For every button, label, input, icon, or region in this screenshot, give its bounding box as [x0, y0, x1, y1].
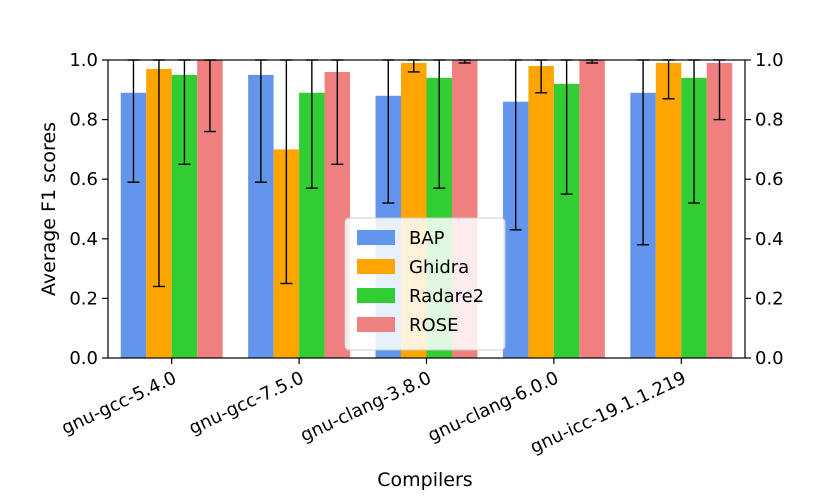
y-tick-label-right-4: 0.8 [755, 110, 784, 131]
x-axis: gnu-gcc-5.4.0 gnu-gcc-7.5.0gnu-clang-3.8.… [58, 358, 689, 458]
y-tick-label-right-2: 0.4 [755, 229, 784, 250]
legend-swatch-radare2 [357, 288, 395, 303]
legend-swatch-bap [357, 230, 395, 245]
y-tick-label-left-4: 0.8 [69, 110, 98, 131]
x-tick-label-0: gnu-gcc-5.4.0 [58, 367, 179, 439]
y-axis-label: Average F1 scores [38, 122, 60, 296]
bar-rose-3 [579, 60, 605, 358]
y-tick-label-left-0: 0.0 [69, 348, 98, 369]
y-axis-right: 0.0 0.2 0.4 0.6 0.8 1.0 [745, 50, 784, 369]
legend-swatch-rose [357, 317, 395, 332]
y-tick-label-right-0: 0.0 [755, 348, 784, 369]
bar-ghidra-4 [655, 62, 682, 358]
legend-label-ghidra: Ghidra [409, 257, 469, 278]
x-tick-label-2: gnu-clang-3.8.0 [297, 367, 434, 446]
bar-ghidra-3 [528, 65, 554, 359]
x-tick-label-1: gnu-gcc-7.5.0 [186, 367, 307, 439]
y-tick-label-left-3: 0.6 [69, 169, 98, 190]
legend-label-radare2: Radare2 [409, 286, 484, 307]
legend-label-rose: ROSE [409, 315, 458, 336]
legend-label-bap: BAP [409, 228, 445, 249]
y-tick-label-left-5: 1.0 [69, 50, 98, 71]
y-tick-label-right-1: 0.2 [755, 288, 784, 309]
y-tick-label-left-2: 0.4 [69, 229, 98, 250]
legend-swatch-ghidra [357, 259, 395, 274]
y-tick-label-right-5: 1.0 [755, 50, 784, 71]
x-axis-label: Compilers [377, 469, 472, 491]
y-tick-label-left-1: 0.2 [69, 288, 98, 309]
y-axis-left: 0.0 0.2 0.4 0.6 0.8 1.0 [69, 50, 108, 369]
y-tick-label-right-3: 0.6 [755, 169, 784, 190]
legend: BAP Ghidra Radare2 ROSE [344, 217, 506, 351]
